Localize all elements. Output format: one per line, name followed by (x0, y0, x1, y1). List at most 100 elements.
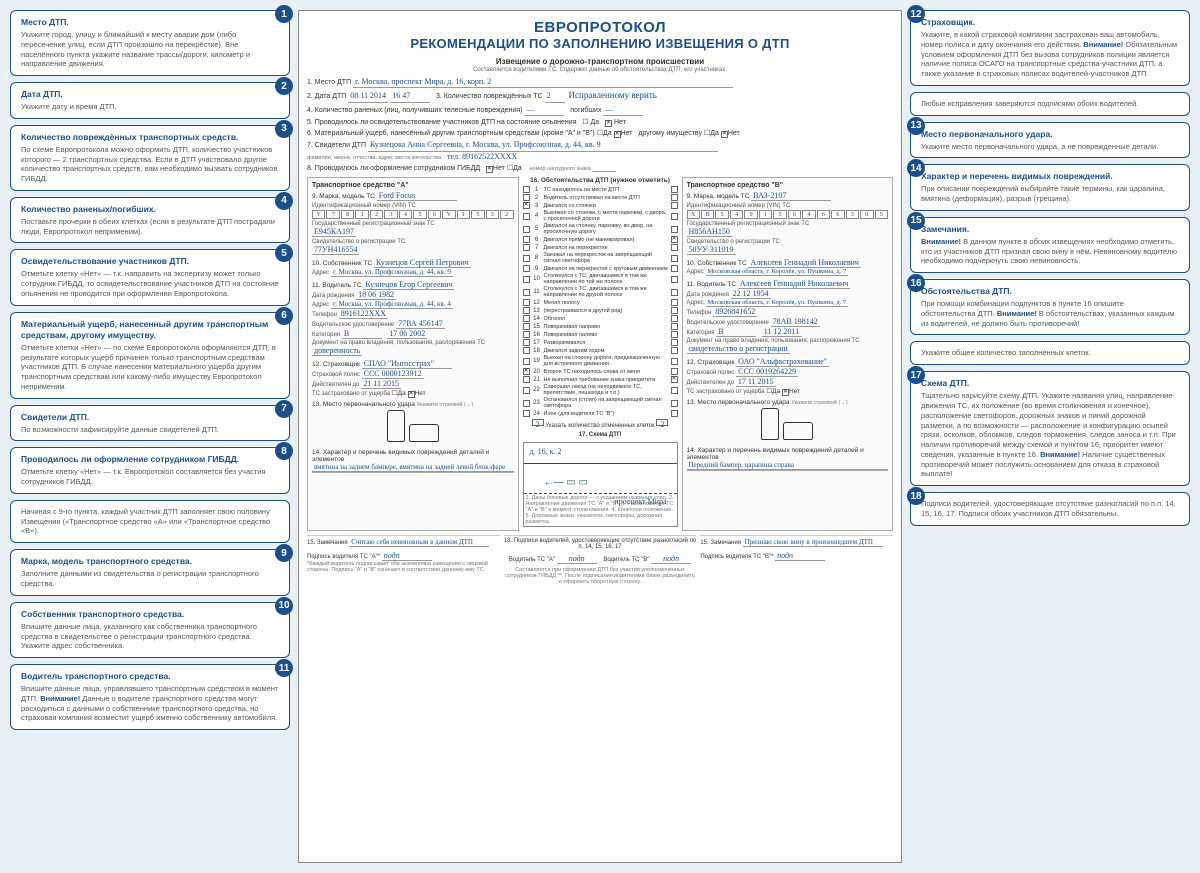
note-body: Любые исправления заверяются подписями о… (921, 99, 1179, 109)
note-7: 7Свидетели ДТП.По возможности зафиксируй… (10, 405, 290, 442)
note-body: Укажите общее количество заполненных кле… (921, 348, 1179, 358)
circ-row-16: 16Поворачивал налево (523, 331, 678, 338)
note-body: Внимание! В данном пункте в обоих извеще… (921, 237, 1179, 266)
note-5: 5Освидетельствование участников ДТП.Отме… (10, 249, 290, 305)
circ-row-2: 2Водитель отсутствовал на месте ДТП (523, 194, 678, 201)
note-9: 9Марка, модель транспортного средства.За… (10, 549, 290, 596)
vehicle-b-column: Транспортное средство "В" 9. Марка, моде… (682, 177, 894, 531)
car-a-icon (387, 410, 405, 442)
note-title: Собственник транспортного средства. (21, 609, 279, 620)
note-18: 18Подписи водителей, удостоверяющие отсу… (910, 492, 1190, 526)
note-title: Материальный ущерб, нанесенный другим тр… (21, 319, 279, 341)
note-title: Обстоятельства ДТП. (921, 286, 1179, 297)
circ-row-9: 9Двигался на перекрестке с круговым движ… (523, 265, 678, 272)
car-b-icon (761, 408, 779, 440)
note-title: Место первоначального удара. (921, 129, 1179, 140)
note-16: 16Обстоятельства ДТП.При помощи комбинац… (910, 279, 1190, 335)
note-body: Укажите город, улицу и ближайший к месту… (21, 30, 279, 69)
doc-title-2: РЕКОМЕНДАЦИИ ПО ЗАПОЛНЕНИЮ ИЗВЕЩЕНИЯ О Д… (307, 36, 893, 51)
accident-sketch: д. 16, к. 2 ←— ▭ ▭ проспект Мира 1. Даны… (523, 442, 678, 527)
badge-1: 1 (275, 5, 293, 23)
note-body: Отметьте клетки «Нет» — по схеме Европро… (21, 343, 279, 392)
badge-10: 10 (275, 597, 293, 615)
form-subheader: Составляется водителями ТС. Содержит дан… (307, 67, 893, 73)
note-body: Заполните данными из свидетельства о рег… (21, 569, 279, 589)
circ-row-15: 15Поворачивал направо (523, 323, 678, 330)
badge-3: 3 (275, 120, 293, 138)
badge-9: 9 (275, 544, 293, 562)
badge-2: 2 (275, 77, 293, 95)
circ-row-4: 4Выезжал со стоянки, с места парковки, с… (523, 210, 678, 222)
note-16a: Укажите общее количество заполненных кле… (910, 341, 1190, 365)
note-13: 13Место первоначального удара.Укажите ме… (910, 122, 1190, 159)
note-body: Тщательно нарисуйте схему ДТП. Укажите н… (921, 391, 1179, 479)
note-title: Освидетельствование участников ДТП. (21, 256, 279, 267)
badge-15: 15 (907, 212, 925, 230)
circ-row-1: 1ТС находилось на месте ДТП (523, 186, 678, 193)
circ-row-23: 23Остановился (стоял) на запрещающий сиг… (523, 397, 678, 409)
note-12a: Любые исправления заверяются подписями о… (910, 92, 1190, 116)
note-10: 10Собственник транспортного средства.Впи… (10, 602, 290, 658)
badge-5: 5 (275, 244, 293, 262)
note-14: 14Характер и перечень видимых повреждени… (910, 164, 1190, 211)
note-3: 3Количество повреждённых транспортных ср… (10, 125, 290, 191)
note-title: Место ДТП. (21, 17, 279, 28)
note-1: 1Место ДТП.Укажите город, улицу и ближай… (10, 10, 290, 76)
note-body: По возможности зафиксируйте данные свиде… (21, 425, 279, 435)
note-title: Водитель транспортного средства. (21, 671, 279, 682)
note-15: 15Замечания.Внимание! В данном пункте в … (910, 217, 1190, 273)
right-column: 12Страховщик.Укажите, в какой страховой … (910, 10, 1190, 863)
note-title: Количество раненых/погибших. (21, 204, 279, 215)
circ-row-8: 8Заезжал на перекресток на запрещающий с… (523, 252, 678, 264)
note-8a: Начиная с 9-го пункта, каждый участник Д… (10, 500, 290, 543)
field-5: 5. Проводилось ли освидетельствование уч… (307, 118, 893, 127)
note-body: Впишите данные лица, указанного как собс… (21, 622, 279, 651)
signatures-18: 18. Подписи водителей, удостоверяющие от… (504, 535, 697, 585)
form-document: ЕВРОПРОТОКОЛ РЕКОМЕНДАЦИИ ПО ЗАПОЛНЕНИЮ … (298, 10, 902, 863)
note-17: 17Схема ДТП.Тщательно нарисуйте схему ДТ… (910, 371, 1190, 486)
field-2-3: 2. Дата ДТП 08 11 2014 16 47 3. Количест… (307, 90, 893, 102)
note-11: 11Водитель транспортного средства.Впишит… (10, 664, 290, 730)
field-1: 1. Место ДТП г. Москва, проспект Мира, д… (307, 77, 893, 88)
note-body: При помощи комбинации подпунктов в пункт… (921, 299, 1179, 328)
remarks-a: 15. Замечания Считаю себя невиновным в д… (307, 535, 500, 585)
field-4: 4. Количество раненых (лиц, получивших т… (307, 105, 893, 116)
circ-row-17: 17Разворачивался (523, 339, 678, 346)
form-header: Извещение о дорожно-транспортном происше… (307, 57, 893, 66)
note-body: Отметьте клетку «Нет» — т.к. направить н… (21, 269, 279, 298)
circ-row-5: 5Двигался на стоянку, парковку, во двор,… (523, 223, 678, 235)
circ-row-6: 6Двигался прямо (не маневрировал) (523, 236, 678, 243)
field-6: 6. Материальный ущерб, нанесённый другим… (307, 129, 893, 138)
field-8: 8. Проводилось ли оформление сотрудником… (307, 164, 893, 173)
note-body: Укажите место первоначального удара, а н… (921, 142, 1179, 152)
remarks-b: 15. Замечания Признаю свою вину в произо… (700, 535, 893, 585)
circ-row-24: 24Иное (для водителя ТС "В") (523, 410, 678, 417)
note-title: Замечания. (921, 224, 1179, 235)
left-column: 1Место ДТП.Укажите город, улицу и ближай… (10, 10, 290, 863)
note-body: Укажите, в какой страховой компании заст… (921, 30, 1179, 79)
badge-18: 18 (907, 487, 925, 505)
note-title: Свидетели ДТП. (21, 412, 279, 423)
badge-7: 7 (275, 400, 293, 418)
badge-4: 4 (275, 192, 293, 210)
note-title: Характер и перечень видимых повреждений. (921, 171, 1179, 182)
circ-row-3: 3Двигался со стоянки (523, 202, 678, 209)
badge-8: 8 (275, 442, 293, 460)
circ-row-14: 14Обгонял (523, 315, 678, 322)
badge-13: 13 (907, 117, 925, 135)
note-body: Начиная с 9-го пункта, каждый участник Д… (21, 507, 279, 536)
circ-row-18: 18Двигался задним ходом (523, 347, 678, 354)
note-title: Страховщик. (921, 17, 1179, 28)
circ-row-7: 7Двигался на перекрестке (523, 244, 678, 251)
note-title: Марка, модель транспортного средства. (21, 556, 279, 567)
note-body: При описании повреждений выбирайте такие… (921, 184, 1179, 204)
circ-row-21: 21Не выполнил требование знака приоритет… (523, 376, 678, 383)
note-2: 2Дата ДТП.Укажите дату и время ДТП. (10, 82, 290, 119)
circ-row-13: 13(перестраивался в другой ряд) (523, 307, 678, 314)
note-body: Впишите данные лица, управлявшего трансп… (21, 684, 279, 723)
badge-11: 11 (275, 659, 293, 677)
circ-row-19: 19Выехал на сторону дороги, предназначен… (523, 355, 678, 367)
circumstances-column: 16. Обстоятельства ДТП (нужное отметить)… (523, 177, 678, 531)
note-8: 8Проводилось ли оформление сотрудником Г… (10, 447, 290, 494)
doc-title-1: ЕВРОПРОТОКОЛ (307, 19, 893, 36)
